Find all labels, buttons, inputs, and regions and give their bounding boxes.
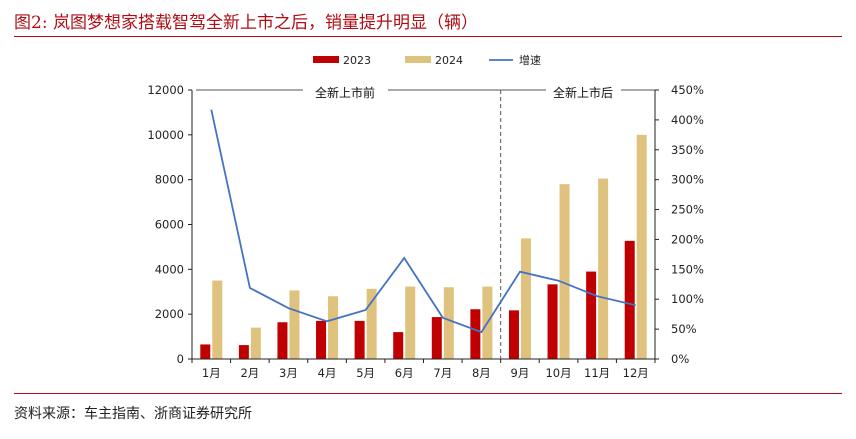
x-tick-label: 11月 <box>584 366 610 380</box>
legend-label: 2023 <box>343 54 371 67</box>
bar-2023-4 <box>316 320 327 359</box>
annotation-before: 全新上市前 <box>315 85 375 100</box>
y-right-tick-label: 0% <box>671 352 689 366</box>
source-rule <box>14 393 842 394</box>
bar-2023-10 <box>547 284 558 359</box>
bar-2024-7 <box>443 287 454 359</box>
x-tick-label: 4月 <box>318 366 337 380</box>
chart-legend: 2023 2024 增速 <box>313 53 541 67</box>
bar-2024-1 <box>212 280 223 359</box>
x-tick-label: 10月 <box>545 366 571 380</box>
y-left-tick-label: 10000 <box>147 128 184 142</box>
x-tick-label: 5月 <box>356 366 375 380</box>
bar-2023-5 <box>354 320 365 359</box>
bar-2023-11 <box>586 271 597 359</box>
bar-2024-10 <box>559 184 570 359</box>
bar-2024-12 <box>636 134 647 359</box>
bar-2023-3 <box>277 322 288 359</box>
y-left-tick-label: 8000 <box>155 173 184 187</box>
y-right-tick-label: 350% <box>671 143 704 157</box>
bar-2024-5 <box>366 288 377 359</box>
bar-2023-7 <box>431 317 442 359</box>
chart-axes: 0 2000 4000 6000 8000 10000 12000 0% 50% 100% 150%… <box>147 83 704 380</box>
legend-swatch-2024 <box>405 56 431 63</box>
y-left-tick-label: 0 <box>177 352 184 366</box>
y-left-tick-label: 2000 <box>155 307 184 321</box>
bar-2024-4 <box>328 296 339 359</box>
x-tick-label: 8月 <box>472 366 491 380</box>
y-right-tick-label: 450% <box>671 83 704 97</box>
bar-2024-6 <box>405 286 416 359</box>
y-left-tick-label: 12000 <box>147 83 184 97</box>
y-right-tick-label: 200% <box>671 232 704 246</box>
figure-title: 图2: 岚图梦想家搭载智驾全新上市之后，销量提升明显（辆） <box>14 13 478 33</box>
bar-2023-12 <box>624 240 635 359</box>
bar-2023-6 <box>393 332 404 359</box>
y-right-tick-label: 300% <box>671 173 704 187</box>
growth-line <box>210 109 636 334</box>
x-tick-label: 12月 <box>623 366 649 380</box>
x-tick-label: 9月 <box>511 366 530 380</box>
y-left-tick-label: 4000 <box>155 262 184 276</box>
combo-chart: 2023 2024 增速 0 2000 4000 6000 8000 10000 12000 0%… <box>147 53 704 380</box>
y-right-tick-label: 250% <box>671 203 704 217</box>
x-tick-label: 7月 <box>433 366 452 380</box>
x-tick-label: 6月 <box>395 366 414 380</box>
annotation-group: 全新上市前 全新上市后 <box>315 85 613 100</box>
bar-2023-2 <box>238 345 249 359</box>
bar-2024-9 <box>520 238 531 359</box>
source-note: 资料来源：车主指南、浙商证券研究所 <box>14 406 252 422</box>
title-rule <box>14 36 842 37</box>
x-tick-label: 3月 <box>279 366 298 380</box>
legend-label: 增速 <box>519 53 541 67</box>
line-group <box>210 109 636 334</box>
y-right-tick-label: 150% <box>671 262 704 276</box>
legend-label: 2024 <box>435 54 463 67</box>
annotation-after: 全新上市后 <box>553 85 613 100</box>
y-right-tick-label: 50% <box>671 322 697 336</box>
bar-2023-8 <box>470 309 481 359</box>
bar-2024-2 <box>250 327 261 359</box>
y-left-tick-label: 6000 <box>155 218 184 232</box>
bar-2024-11 <box>598 178 609 359</box>
x-tick-label: 1月 <box>202 366 221 380</box>
bar-2024-3 <box>289 290 300 359</box>
legend-swatch-2023 <box>313 56 339 63</box>
bar-2023-1 <box>200 344 211 359</box>
y-right-tick-label: 100% <box>671 292 704 306</box>
x-tick-label: 2月 <box>240 366 259 380</box>
bar-group <box>200 134 647 359</box>
y-right-tick-label: 400% <box>671 113 704 127</box>
bar-2023-9 <box>508 310 519 359</box>
